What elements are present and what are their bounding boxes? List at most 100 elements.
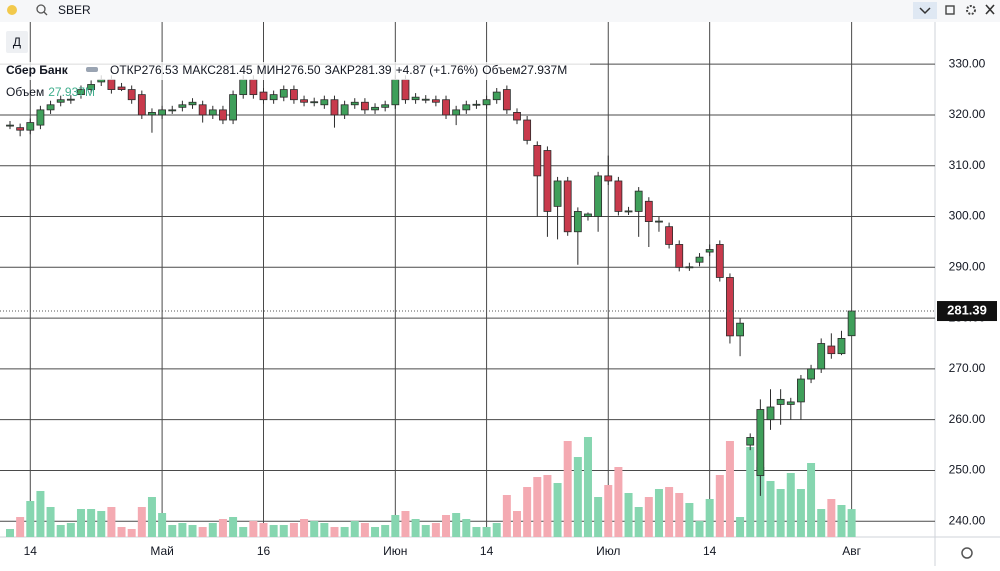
candle-body (766, 406, 775, 421)
volume-bar (817, 509, 826, 537)
candle-body (239, 78, 248, 96)
candle-body (705, 249, 714, 253)
volume-bar (583, 437, 592, 537)
candle-body (502, 89, 511, 111)
volume-bar (218, 519, 227, 537)
y-tick-label: 240.00 (949, 513, 986, 527)
candle-body (219, 109, 227, 121)
candle-body (137, 94, 146, 116)
legend: Сбер Банк ОТКР276.53 МАКС281.45 МИН276.50 З… (0, 62, 590, 99)
candle-body (178, 104, 187, 108)
volume-bar (746, 447, 755, 537)
volume-bar (482, 527, 491, 537)
volume-bar (289, 523, 298, 537)
volume-bar (360, 523, 369, 537)
search-icon-handle (43, 11, 48, 16)
volume-bar (796, 489, 805, 537)
volume-bar (523, 487, 532, 537)
candle-body (462, 104, 471, 111)
volume-legend: Объем 27.937M (6, 85, 95, 99)
volume-bar (188, 525, 197, 537)
candle-body (411, 96, 420, 101)
volume-bar (381, 525, 390, 537)
candle-body (350, 101, 359, 106)
volume-bar (340, 527, 349, 537)
volume-bar (766, 481, 775, 537)
window-button[interactable] (945, 5, 955, 15)
candle-body (330, 99, 339, 116)
axis-settings[interactable] (961, 547, 973, 559)
volume-bar (533, 477, 542, 537)
volume-bar (563, 441, 572, 537)
volume-bar (168, 525, 177, 537)
volume-bar (127, 529, 136, 537)
volume-bar (26, 501, 35, 537)
candle-body (675, 244, 684, 268)
volume-bar (56, 525, 65, 537)
candle-body (847, 310, 856, 337)
x-tick-label: Июл (596, 544, 620, 558)
search-icon[interactable] (36, 4, 46, 14)
legend-toggle[interactable] (86, 67, 98, 72)
volume-bar (259, 523, 268, 537)
legend-bg (0, 62, 590, 80)
candle-body (188, 101, 197, 106)
candle-body (644, 200, 653, 223)
candle-body (279, 89, 288, 98)
volume-bar (644, 497, 653, 537)
candle-body (56, 99, 65, 103)
candle-body (127, 89, 136, 101)
candle-body (310, 101, 319, 104)
candle-body (340, 104, 349, 116)
candle-body (786, 401, 795, 405)
volume-bar (725, 441, 734, 537)
volume-bar (553, 483, 562, 537)
dropdown-button[interactable] (913, 2, 937, 19)
settings-button[interactable] (966, 5, 976, 15)
candle-body (573, 211, 582, 233)
candle-body (198, 104, 207, 116)
volume-bar (614, 467, 623, 537)
candle-body (513, 112, 521, 121)
candle-body (431, 99, 440, 103)
candle-body (756, 409, 765, 476)
candle-body (391, 78, 400, 106)
volume-bar (715, 475, 724, 537)
candle-body (229, 94, 237, 121)
last-price-label: 281.39 (947, 302, 987, 317)
interval-button[interactable] (6, 31, 28, 53)
legend-name: Сбер Банк (6, 63, 69, 77)
candle-body (634, 190, 643, 212)
y-tick-label: 290.00 (949, 259, 986, 273)
volume-bar (472, 527, 481, 537)
candle-body (360, 101, 369, 111)
candle-body (158, 109, 167, 116)
legend-volume-label: Объем (482, 63, 520, 77)
volume-bar (665, 487, 674, 537)
volume-bar (137, 507, 146, 537)
candle-body (249, 78, 258, 96)
candle-body (117, 86, 126, 90)
candle-body (594, 175, 603, 217)
volume-bar (97, 511, 106, 537)
candle-body (523, 119, 532, 141)
candle-body (421, 98, 430, 101)
close-button[interactable] (985, 4, 995, 15)
candle-body (300, 99, 308, 103)
candle-body (736, 322, 744, 337)
y-tick-label: 330.00 (949, 56, 986, 70)
volume-bar (543, 475, 552, 537)
symbol-input[interactable]: SBER (58, 3, 91, 17)
candle-body (563, 180, 572, 233)
volume-bar (16, 517, 25, 537)
volume-bar (158, 513, 167, 537)
volume-bar (249, 521, 258, 537)
x-tick-label: 14 (24, 544, 38, 558)
volume-bar (462, 519, 471, 537)
volume-bar (837, 505, 846, 537)
volume-bar (320, 523, 329, 537)
candle-body (543, 150, 552, 212)
candle-body (46, 104, 55, 111)
volume-bar (87, 509, 96, 537)
